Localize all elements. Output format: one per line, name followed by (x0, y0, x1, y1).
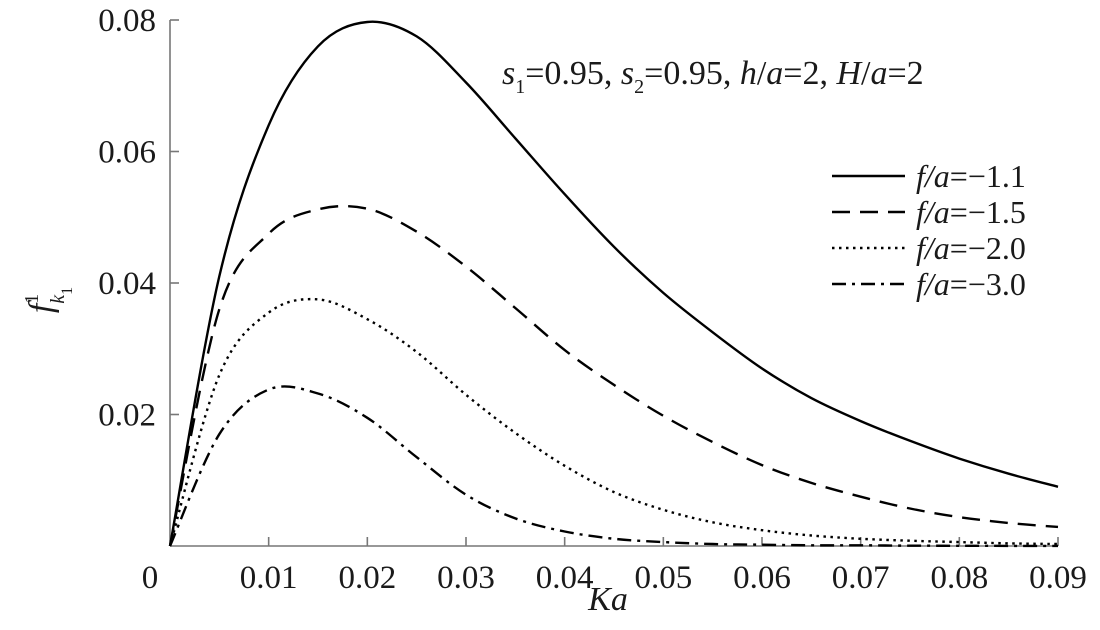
parameter-annotation: s1=0.95, s2=0.95, h/a=2, H/a=2 (502, 55, 924, 98)
series-line-3 (168, 297, 1059, 547)
series-line-2 (168, 204, 1059, 547)
x-tick-label: 0.09 (1029, 560, 1087, 596)
x-tick-label: 0.02 (338, 560, 396, 596)
legend-label-4: f/a=−3.0 (916, 266, 1026, 302)
y-tick-label: 0.06 (98, 135, 156, 171)
y-label-subscript: k (47, 294, 69, 304)
x-tick-label: 0.08 (930, 560, 988, 596)
legend-label-3: f/a=−2.0 (916, 230, 1026, 266)
series-group (168, 20, 1059, 548)
x-axis-label: Ka (587, 581, 628, 618)
legend: f/a=−1.1f/a=−1.5f/a=−2.0f/a=−3.0 (832, 158, 1026, 302)
y-axis-label: f1 k1 (21, 287, 76, 313)
x-tick-label: 0.06 (733, 560, 791, 596)
x-tick-label: 0.01 (240, 560, 298, 596)
series-line-4 (168, 385, 1058, 548)
series-line-1 (168, 20, 1059, 547)
legend-label-2: f/a=−1.5 (916, 194, 1026, 230)
tick-group: 0 0.01 0.02 0.03 0.04 0.05 0.06 0.07 0.08 0.09 0.0… (98, 3, 1087, 596)
x-tick-label: 0.07 (832, 560, 890, 596)
x-tick-label: 0.03 (437, 560, 495, 596)
y-tick-label: 0.04 (98, 266, 156, 302)
x-tick-label: 0 (142, 560, 159, 596)
y-tick-label: 0.08 (98, 3, 156, 39)
x-tick-label: 0.05 (634, 560, 692, 596)
y-label-sub-subscript: 1 (59, 287, 76, 295)
legend-label-1: f/a=−1.1 (916, 158, 1026, 194)
y-tick-label: 0.02 (98, 398, 156, 434)
y-label-superscript: 1 (21, 294, 43, 304)
x-tick-label: 0.04 (536, 560, 594, 596)
